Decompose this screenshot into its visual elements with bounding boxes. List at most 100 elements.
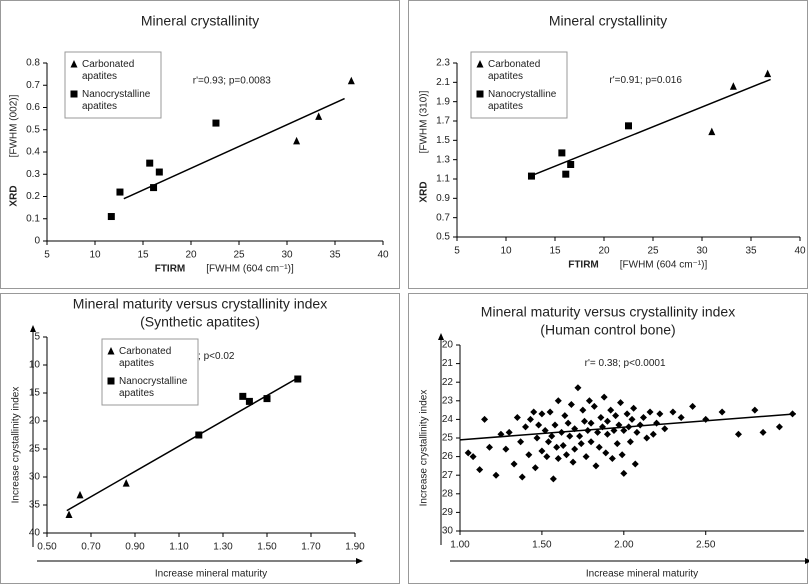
- trendline: [530, 78, 771, 177]
- marker-square: [107, 377, 115, 385]
- x-tick-label: 10: [500, 246, 512, 257]
- marker-square: [263, 395, 271, 403]
- marker-diamond: [608, 454, 616, 462]
- y-tick-label: 15: [29, 388, 41, 399]
- chart-panel: Mineral crystallinity 0 0.1 0.2 0.3 0.4 0.5 0.6…: [0, 0, 400, 289]
- marker-diamond: [574, 384, 582, 392]
- marker-diamond: [582, 453, 590, 461]
- marker-diamond: [633, 428, 641, 436]
- y-tick-label: 0.7: [26, 80, 40, 91]
- marker-diamond: [579, 406, 587, 414]
- marker-diamond: [562, 451, 570, 459]
- y-tick-label: 0.5: [436, 232, 450, 243]
- x-tick-label: 25: [647, 246, 659, 257]
- chart-panel: Mineral maturity versus crystallinity in…: [0, 293, 400, 584]
- x-tick-label: 20: [185, 250, 197, 261]
- marker-diamond: [610, 427, 618, 435]
- marker-diamond: [661, 425, 669, 433]
- marker-square: [245, 397, 253, 405]
- y-tick-label: 35: [29, 500, 41, 511]
- y-tick-label: 0.5: [26, 124, 40, 135]
- marker-diamond: [554, 454, 562, 462]
- y-tick-label: 2.3: [436, 58, 450, 69]
- x-axis-label: FTIRM: [568, 260, 599, 271]
- marker-triangle: [70, 60, 78, 68]
- marker-diamond: [623, 410, 631, 418]
- marker-diamond: [653, 419, 661, 427]
- marker-diamond: [558, 428, 566, 436]
- marker-diamond: [571, 445, 579, 453]
- legend-label: Carbonated apatites: [82, 59, 137, 82]
- y-tick-label: 24: [442, 414, 454, 425]
- marker-diamond: [639, 414, 647, 422]
- marker-triangle: [65, 510, 73, 519]
- y-tick-label: 1.9: [436, 96, 450, 107]
- marker-diamond: [517, 438, 525, 446]
- marker-diamond: [561, 412, 569, 420]
- y-axis-label: Increase crystallinity index: [11, 387, 22, 504]
- x-tick-label: 5: [454, 246, 460, 257]
- marker-diamond: [617, 399, 625, 407]
- marker-triangle: [729, 82, 737, 90]
- marker-triangle: [347, 76, 355, 85]
- legend-label: Carbonated apatites: [488, 59, 543, 82]
- x-tick-label: 1.70: [301, 542, 321, 553]
- y-tick-label: 0.1: [26, 213, 40, 224]
- trendline: [123, 97, 345, 200]
- marker-diamond: [569, 458, 577, 466]
- marker-diamond: [485, 443, 493, 451]
- marker-triangle: [476, 60, 484, 68]
- y-tick-label: 30: [442, 526, 454, 537]
- marker-diamond: [630, 404, 638, 412]
- y-tick-label: 0.7: [436, 212, 450, 223]
- marker-diamond: [789, 410, 797, 418]
- x-tick-label: 1.00: [450, 540, 470, 551]
- legend-box: [101, 338, 199, 406]
- marker-diamond: [587, 438, 595, 446]
- marker-square: [195, 431, 203, 439]
- marker-diamond: [513, 414, 521, 422]
- x-tick-label: 10: [89, 250, 101, 261]
- y-tick-label: 25: [29, 444, 41, 455]
- legend-label: Nanocrystalline apatites: [119, 376, 190, 399]
- panel-frame: [0, 293, 400, 584]
- marker-square: [476, 90, 484, 98]
- marker-diamond: [626, 438, 634, 446]
- panel-frame: [408, 293, 808, 584]
- marker-diamond: [612, 412, 620, 420]
- y-arrow-head: [30, 325, 36, 332]
- marker-square: [558, 149, 566, 157]
- marker-diamond: [554, 397, 562, 405]
- marker-square: [155, 168, 163, 176]
- marker-square: [70, 90, 78, 98]
- y-tick-label: 21: [442, 358, 454, 369]
- y-tick-label: 1.1: [436, 174, 450, 185]
- marker-diamond: [584, 427, 592, 435]
- panel-frame: [0, 0, 400, 289]
- chart-title: Mineral crystallinity: [549, 13, 667, 29]
- y-tick-label: 1.3: [436, 154, 450, 165]
- marker-diamond: [543, 453, 551, 461]
- marker-triangle: [315, 112, 323, 120]
- marker-diamond: [587, 419, 595, 427]
- x-tick-label: 5: [44, 250, 50, 261]
- marker-triangle: [122, 479, 130, 487]
- marker-diamond: [625, 423, 633, 431]
- marker-diamond: [643, 434, 651, 442]
- panel-frame: [408, 0, 808, 289]
- marker-square: [625, 122, 632, 130]
- marker-triangle: [764, 69, 772, 78]
- marker-diamond: [615, 421, 623, 429]
- marker-diamond: [751, 406, 759, 414]
- marker-diamond: [718, 408, 726, 416]
- y-tick-label: 0.6: [26, 102, 40, 113]
- y-tick-label: 25: [442, 433, 454, 444]
- y-tick-label: 27: [442, 470, 454, 481]
- y-tick-label: 1.7: [436, 116, 450, 127]
- marker-diamond: [530, 408, 538, 416]
- marker-triangle: [76, 490, 84, 499]
- y-tick-label: 0: [34, 236, 40, 247]
- marker-diamond: [497, 430, 505, 438]
- y-axis-label: XRD: [9, 185, 20, 206]
